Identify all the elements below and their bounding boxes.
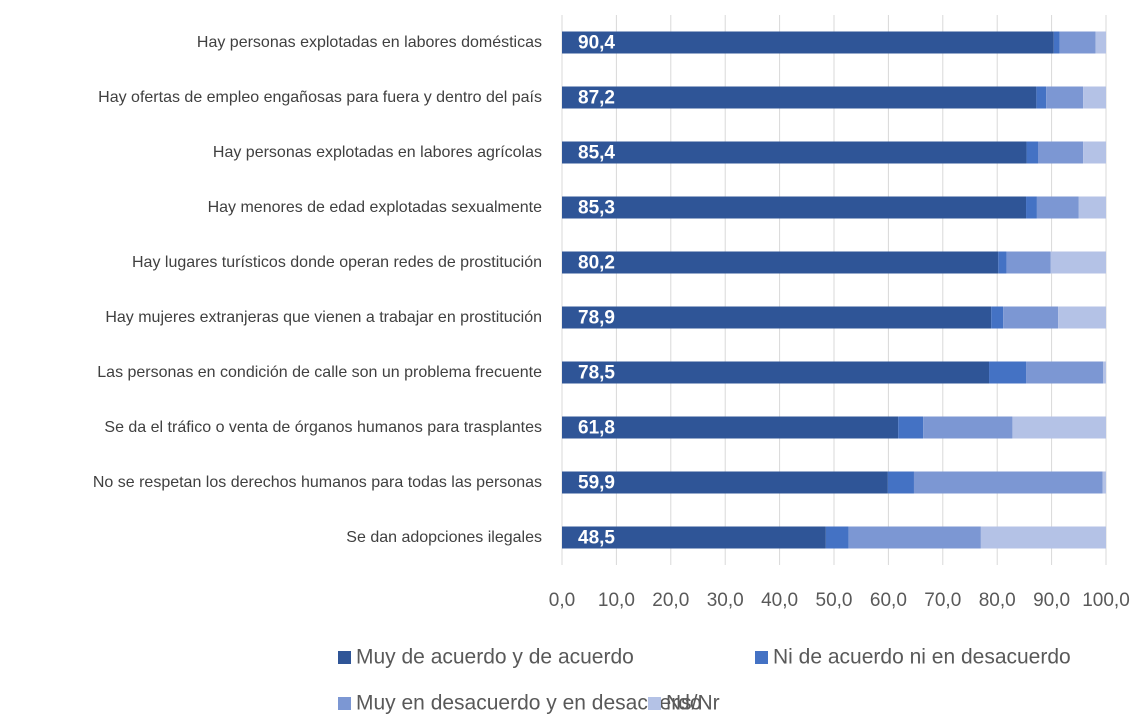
bar-segment [1046,86,1084,109]
bar-segment [562,196,1027,219]
bar-segment [562,141,1027,164]
bar-segment [1102,471,1106,494]
bar-segment [1036,196,1079,219]
category-label: Hay personas explotadas en labores agríc… [22,128,542,178]
bar-segment [1083,86,1106,109]
category-text: Hay personas explotadas en labores domés… [196,33,542,51]
bar-segment [1006,251,1051,274]
legend-label: Ni de acuerdo ni en desacuerdo [773,646,1071,669]
category-label: Hay ofertas de empleo engañosas para fue… [22,73,542,123]
category-text: Se da el tráfico o venta de órganos huma… [104,418,542,436]
bar-segment [562,86,1037,109]
x-tick-label: 0,0 [549,590,575,611]
category-label: No se respetan los derechos humanos para… [22,458,542,508]
data-label: 85,4 [578,143,615,164]
bar-segment [562,416,899,439]
legend-label: Muy de acuerdo y de acuerdo [356,646,634,669]
category-text: Hay mujeres extranjeras que vienen a tra… [105,308,542,326]
bar-segment [825,526,849,549]
bar-segment [562,306,992,329]
legend-label: Ns/Nr [666,692,720,714]
bar-segment [1053,31,1060,54]
category-label: Las personas en condición de calle son u… [22,348,542,398]
bar-segment [1103,361,1106,384]
bar-segment [1083,141,1106,164]
category-text: Hay menores de edad explotadas sexualmen… [207,198,542,216]
bar-segment [562,526,826,549]
category-text: Hay personas explotadas en labores agríc… [212,143,542,161]
data-label: 48,5 [578,528,615,549]
x-tick-label: 70,0 [924,590,961,611]
data-label: 80,2 [578,253,615,274]
bar-segment [848,526,981,549]
bar-segment [1003,306,1059,329]
bar-segment [980,526,1106,549]
bar-segment [1012,416,1106,439]
bar-segment [1095,31,1106,54]
category-text: Hay ofertas de empleo engañosas para fue… [98,88,542,106]
category-label: Hay personas explotadas en labores domés… [22,18,542,68]
category-text: Hay lugares turísticos donde operan rede… [131,253,542,271]
category-text: Se dan adopciones ilegales [346,528,542,546]
category-text: No se respetan los derechos humanos para… [92,473,542,491]
bar-segment [1026,196,1037,219]
data-label: 78,5 [578,363,615,384]
category-text: Las personas en condición de calle son u… [97,363,542,381]
data-label: 61,8 [578,418,615,439]
bar-segment [562,31,1054,54]
legend-swatch [755,651,768,664]
legend-swatch [338,697,351,710]
bar-segment [562,471,888,494]
bar-segment [1026,361,1104,384]
category-label: Hay mujeres extranjeras que vienen a tra… [22,293,542,343]
bar-segment [1050,251,1106,274]
x-tick-label: 50,0 [816,590,853,611]
data-label: 78,9 [578,308,615,329]
x-tick-label: 40,0 [761,590,798,611]
x-tick-label: 30,0 [707,590,744,611]
bar-segment [989,361,1027,384]
legend-swatch [648,697,661,710]
bar-segment [562,251,999,274]
bar-segment [887,471,914,494]
legend-label: Muy en desacuerdo y en desacuerdo [356,692,702,714]
data-label: 87,2 [578,88,615,109]
bar-segment [913,471,1103,494]
data-label: 59,9 [578,473,615,494]
x-tick-label: 80,0 [979,590,1016,611]
bar-segment [991,306,1004,329]
category-label: Hay lugares turísticos donde operan rede… [22,238,542,288]
x-tick-label: 90,0 [1033,590,1070,611]
bar-segment [1038,141,1084,164]
bar-segment [1058,306,1106,329]
x-tick-label: 20,0 [652,590,689,611]
bar-segment [923,416,1013,439]
bar-segment [898,416,924,439]
data-label: 90,4 [578,33,615,54]
category-label: Hay menores de edad explotadas sexualmen… [22,183,542,233]
data-label: 85,3 [578,198,615,219]
bar-segment [1036,86,1047,109]
bar-segment [562,361,990,384]
bar-segment [1059,31,1096,54]
x-tick-label: 10,0 [598,590,635,611]
category-label: Se da el tráfico o venta de órganos huma… [22,403,542,453]
bar-segment [1026,141,1038,164]
category-label: Se dan adopciones ilegales [22,513,542,563]
x-tick-label: 100,0 [1082,590,1130,611]
bar-segment [1078,196,1106,219]
x-tick-label: 60,0 [870,590,907,611]
legend-swatch [338,651,351,664]
bar-segment [998,251,1007,274]
